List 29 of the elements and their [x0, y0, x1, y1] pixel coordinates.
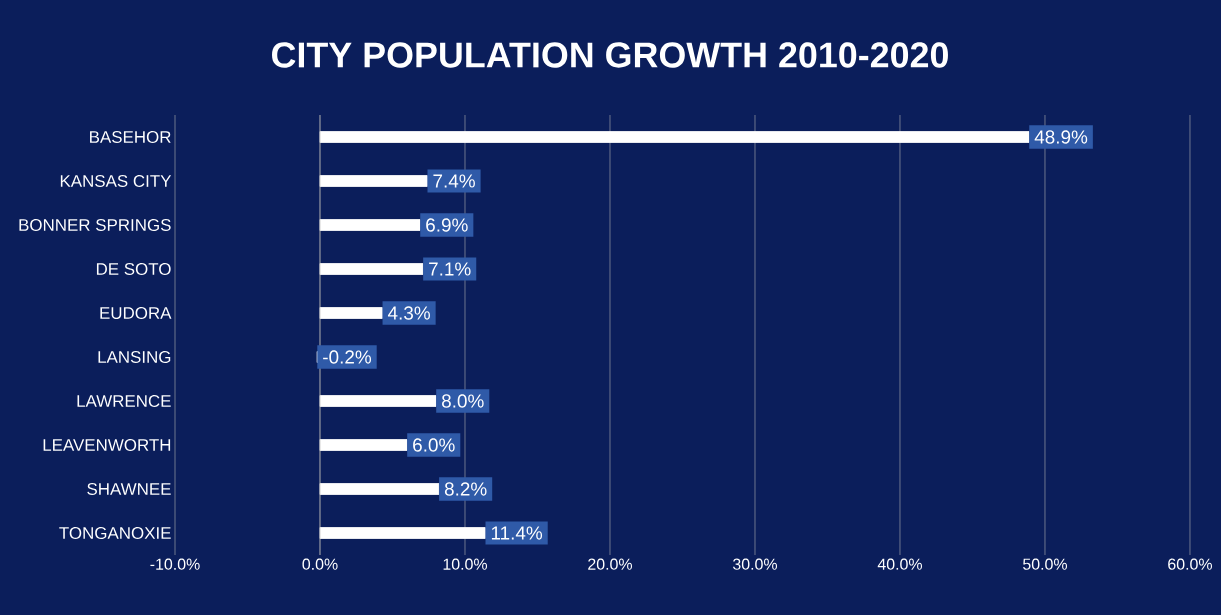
y-tick-label: LAWRENCE — [77, 395, 171, 408]
y-tick-label: LANSING — [98, 351, 171, 364]
data-label: -0.2% — [323, 350, 372, 364]
y-tick-label: TONGANOXIE — [59, 527, 171, 540]
data-label: 48.9% — [1034, 130, 1088, 144]
data-label: 11.4% — [491, 526, 543, 540]
x-tick-label: 0.0% — [302, 558, 338, 570]
chart-title: CITY POPULATION GROWTH 2010-2020 — [272, 42, 948, 68]
y-tick-label: BASEHOR — [90, 131, 171, 143]
y-tick-label: KANSAS CITY — [60, 175, 172, 187]
data-label: 4.3% — [387, 306, 430, 320]
data-label: 7.1% — [429, 262, 471, 276]
y-tick-label: SHAWNEE — [87, 483, 171, 496]
data-label: 6.0% — [413, 438, 455, 452]
data-label: 6.9% — [426, 218, 468, 232]
x-tick-label: 10.0% — [443, 558, 488, 570]
y-tick-label: DE SOTO — [96, 263, 171, 275]
x-tick-label: 40.0% — [877, 558, 923, 570]
y-tick-label: BONNER SPRINGS — [19, 219, 171, 231]
x-tick-label: 20.0% — [588, 558, 633, 570]
y-tick-label: EUDORA — [100, 307, 172, 319]
x-tick-label: 50.0% — [1023, 558, 1068, 570]
x-tick-label: -10.0% — [150, 558, 200, 570]
y-tick-label: LEAVENWORTH — [43, 439, 171, 452]
x-tick-label: 60.0% — [1168, 558, 1213, 570]
data-label: 8.0% — [442, 394, 484, 408]
data-label: 7.4% — [433, 174, 475, 188]
x-tick-label: 30.0% — [733, 558, 778, 570]
data-label: 8.2% — [444, 482, 487, 496]
